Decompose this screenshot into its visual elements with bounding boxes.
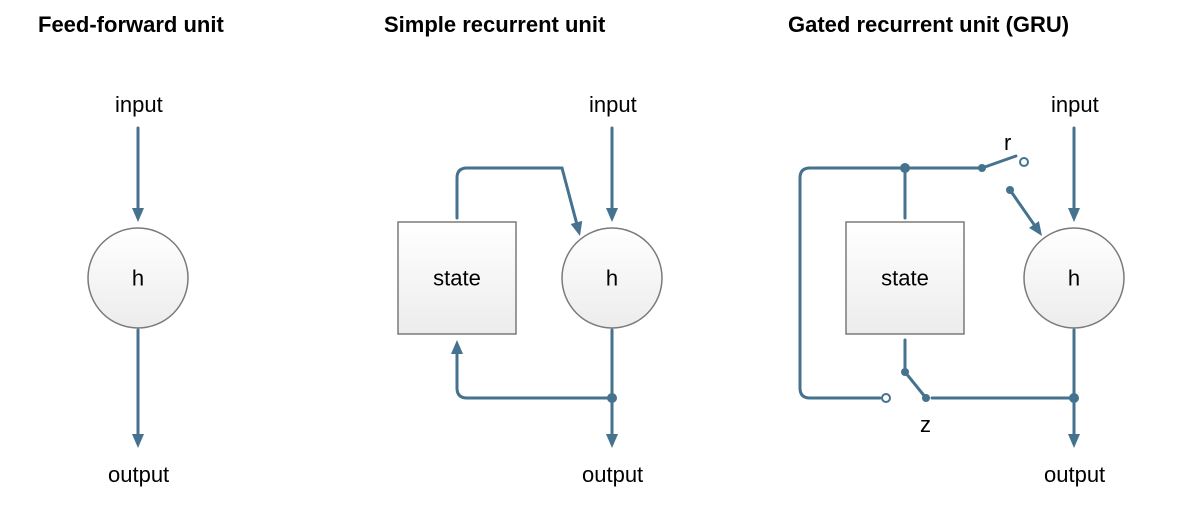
node-label: h <box>132 266 144 291</box>
arrowhead-icon <box>606 208 618 222</box>
arrowhead-icon <box>1068 208 1080 222</box>
node-label: h <box>1068 266 1080 291</box>
gru-r-arm <box>982 156 1016 168</box>
junction-dot <box>901 368 909 376</box>
srnn-feedback-to-state <box>457 353 612 398</box>
node-label: state <box>881 266 929 291</box>
node-label: state <box>433 266 481 291</box>
arrowhead-icon <box>1029 221 1042 236</box>
switch-open-terminal <box>882 394 890 402</box>
junction-dot <box>1069 393 1079 403</box>
arrowhead-icon <box>132 208 144 222</box>
junction-dot <box>1006 186 1014 194</box>
gru-r-into-h <box>1010 190 1035 225</box>
arrowhead-icon <box>1068 434 1080 448</box>
arrowhead-icon <box>451 340 463 354</box>
junction-dot <box>922 394 930 402</box>
srnn-feedback-top <box>457 168 562 218</box>
arrowhead-icon <box>606 434 618 448</box>
junction-dot <box>978 164 986 172</box>
junction-dot <box>607 393 617 403</box>
junction-dot <box>900 163 910 173</box>
arrowhead-icon <box>132 434 144 448</box>
arrowhead-icon <box>571 221 583 236</box>
switch-open-terminal <box>1020 158 1028 166</box>
srnn-feedback-into-h <box>562 168 577 223</box>
diagram-svg: h state h state h <box>0 0 1204 522</box>
diagram-root: { "canvas": { "width": 1204, "height": 5… <box>0 0 1204 522</box>
gru-z-arm <box>905 372 926 398</box>
node-label: h <box>606 266 618 291</box>
